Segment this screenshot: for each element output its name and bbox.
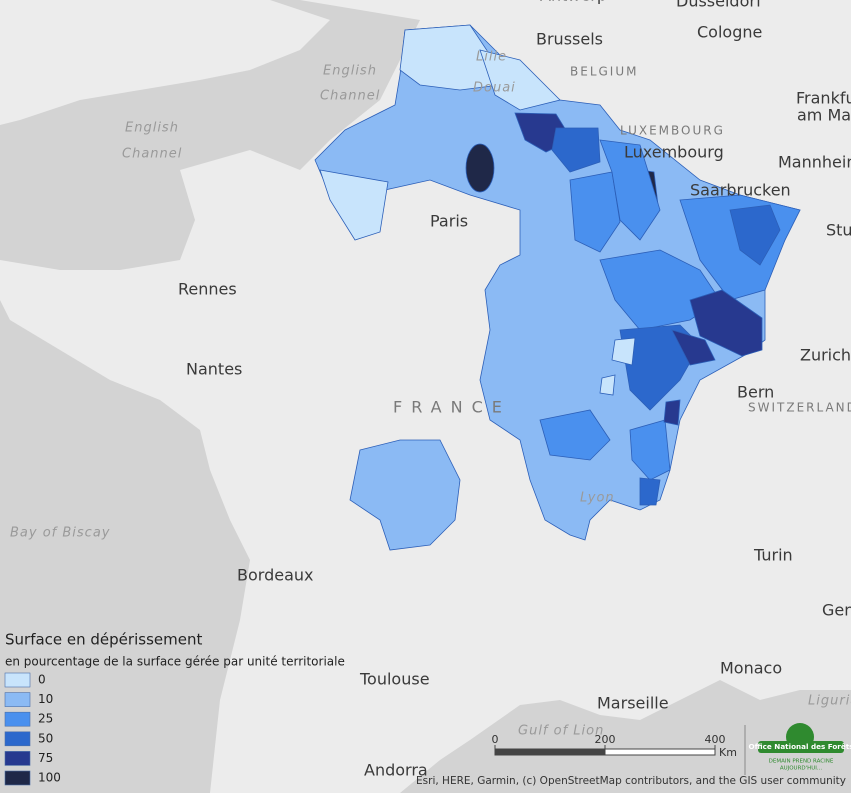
attribution: Esri, HERE, Garmin, (c) OpenStreetMap co…	[416, 775, 846, 787]
place-label: Brussels	[536, 30, 603, 49]
legend-swatch	[4, 672, 31, 688]
region	[629, 419, 671, 481]
place-label: English	[125, 121, 179, 136]
place-label: Rennes	[178, 280, 237, 299]
place-label: Mannheim	[778, 153, 851, 172]
place-label: Stuttgart	[826, 221, 851, 240]
region	[399, 24, 501, 91]
uk-land	[0, 0, 330, 125]
logo-motto: AUJOURD'HUI...	[780, 766, 823, 772]
region	[569, 171, 621, 253]
scale-bar-fill	[495, 749, 605, 755]
region	[551, 127, 601, 173]
place-label: Toulouse	[359, 670, 430, 689]
scale-label: 0	[492, 733, 499, 746]
regions	[314, 24, 801, 551]
place-label: Marseille	[597, 694, 669, 713]
legend-swatch	[4, 711, 31, 727]
place-label: BELGIUM	[570, 65, 638, 79]
place-label: Dusseldorf	[676, 0, 762, 11]
legend-title: Surface en dépérissement	[5, 631, 202, 649]
place-label: SWITZERLAND	[748, 401, 851, 415]
place-label: LUXEMBOURG	[620, 124, 725, 138]
region	[599, 374, 616, 396]
place-label: Lille	[476, 50, 507, 65]
place-label: Bern	[737, 383, 774, 402]
legend-label: 50	[38, 731, 53, 745]
place-label: am Main	[797, 106, 851, 125]
place-label: Antwerp	[540, 0, 607, 5]
legend-swatch	[4, 770, 31, 786]
legend-label: 100	[38, 771, 61, 785]
region	[671, 329, 716, 366]
legend-label: 75	[38, 751, 53, 765]
region	[599, 139, 661, 241]
place-label: English	[323, 64, 377, 79]
place-label: Lyon	[580, 491, 615, 506]
place-label: Frankfurt	[796, 89, 851, 108]
place-label: Turin	[753, 546, 793, 565]
place-label: Bay of Biscay	[10, 526, 110, 541]
region	[689, 289, 763, 357]
region	[729, 204, 781, 266]
place-label: Cologne	[697, 23, 762, 42]
region	[611, 337, 636, 366]
legend-swatch	[4, 731, 31, 747]
place-label: FRANCE	[393, 398, 511, 417]
legend-swatch	[4, 692, 31, 707]
region	[639, 477, 661, 506]
legend-label: 0	[38, 673, 46, 687]
legend-label: 10	[38, 692, 53, 706]
place-label: Channel	[320, 89, 380, 104]
place-label: Liguria	[808, 694, 851, 709]
region	[465, 143, 495, 193]
place-label: Bordeaux	[237, 566, 313, 585]
place-label: Gulf of Lion	[518, 724, 604, 739]
legend-subtitle: en pourcentage de la surface gérée par u…	[5, 655, 345, 669]
place-label: Nantes	[186, 360, 242, 379]
place-label: Channel	[122, 147, 182, 162]
place-label: Douai	[473, 81, 516, 96]
place-label: Monaco	[720, 659, 782, 678]
region	[349, 439, 461, 551]
logo-motto: DEMAIN PREND RACINE	[769, 759, 834, 765]
legend-swatch	[4, 751, 31, 766]
scale-label: 400	[705, 733, 726, 746]
legend-label: 25	[38, 712, 53, 726]
region	[479, 49, 561, 111]
scale-unit: Km	[719, 746, 737, 759]
region	[539, 409, 611, 461]
scale-label: 200	[595, 733, 616, 746]
region	[663, 399, 681, 426]
place-label: Genoa	[822, 601, 851, 620]
place-label: Saarbrucken	[690, 181, 791, 200]
region	[319, 169, 389, 241]
place-label: Paris	[430, 212, 468, 231]
place-label: Andorra	[364, 761, 428, 780]
logo-band	[758, 741, 844, 753]
place-label: Luxembourg	[624, 143, 724, 162]
place-label: Zurich	[800, 346, 851, 365]
logo-name: Office National des Forêts	[749, 742, 851, 751]
